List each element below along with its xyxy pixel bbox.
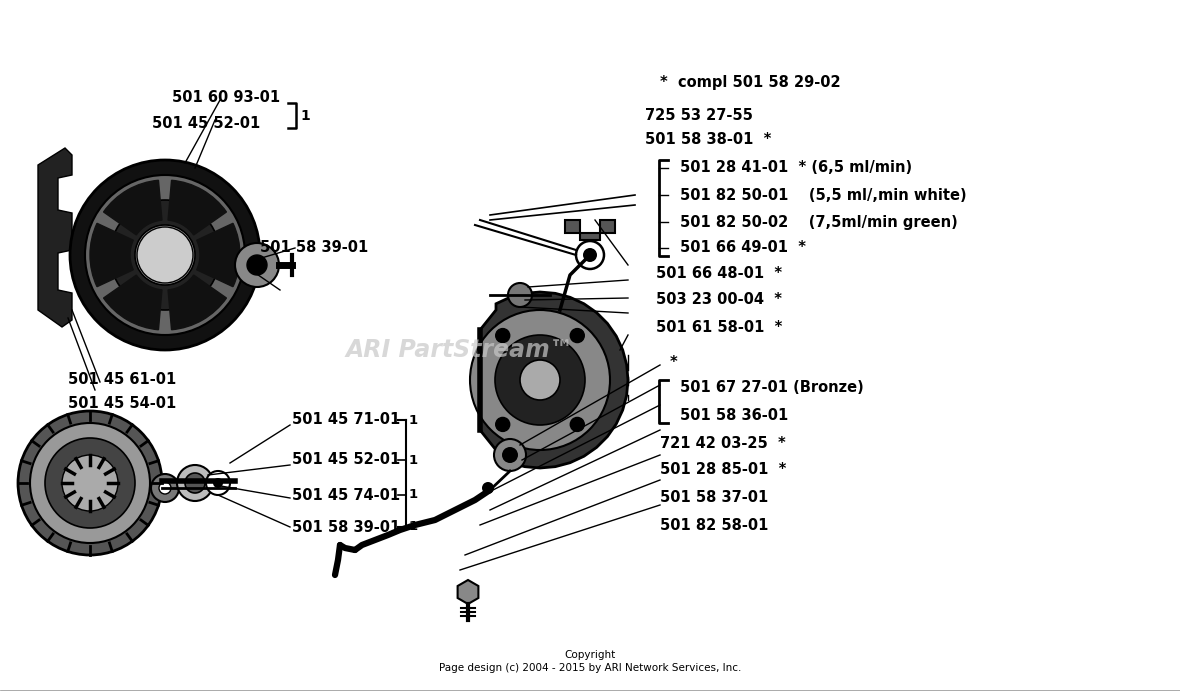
Text: 501 45 52-01: 501 45 52-01 — [291, 452, 400, 468]
Text: 501 58 39-01: 501 58 39-01 — [291, 519, 400, 535]
Circle shape — [481, 482, 494, 494]
Circle shape — [151, 474, 179, 502]
Text: 501 58 36-01: 501 58 36-01 — [680, 408, 788, 422]
Circle shape — [85, 175, 245, 335]
Circle shape — [470, 310, 610, 450]
Wedge shape — [90, 223, 133, 287]
Text: 1: 1 — [300, 108, 309, 123]
Circle shape — [206, 471, 230, 495]
Circle shape — [570, 417, 584, 431]
Text: 501 58 37-01: 501 58 37-01 — [660, 491, 768, 505]
Text: 1: 1 — [409, 454, 418, 466]
Wedge shape — [197, 223, 240, 287]
Text: 501 61 58-01  *: 501 61 58-01 * — [656, 320, 782, 336]
Text: 501 67 27-01 (Bronze): 501 67 27-01 (Bronze) — [680, 380, 864, 396]
Circle shape — [583, 248, 597, 262]
Text: 1: 1 — [409, 413, 418, 426]
Text: 501 58 38-01  *: 501 58 38-01 * — [645, 133, 772, 147]
Wedge shape — [104, 275, 162, 329]
Text: 501 45 71-01: 501 45 71-01 — [291, 413, 400, 427]
Circle shape — [494, 335, 585, 425]
Text: 501 28 41-01  * (6,5 ml/min): 501 28 41-01 * (6,5 ml/min) — [680, 161, 912, 175]
Text: 501 45 54-01: 501 45 54-01 — [68, 396, 176, 410]
Circle shape — [502, 447, 518, 463]
Text: 725 53 27-55: 725 53 27-55 — [645, 108, 753, 124]
Wedge shape — [168, 180, 227, 235]
Circle shape — [235, 243, 278, 287]
Circle shape — [70, 160, 260, 350]
Text: *: * — [670, 355, 677, 369]
Circle shape — [45, 438, 135, 528]
Text: 501 82 50-01    (5,5 ml/,min white): 501 82 50-01 (5,5 ml/,min white) — [680, 188, 966, 202]
Text: 503 23 00-04  *: 503 23 00-04 * — [656, 292, 782, 308]
Circle shape — [110, 200, 219, 310]
Text: 501 82 50-02    (7,5ml/min green): 501 82 50-02 (7,5ml/min green) — [680, 214, 958, 230]
Circle shape — [18, 411, 162, 555]
Text: *  compl 501 58 29-02: * compl 501 58 29-02 — [660, 75, 840, 89]
Circle shape — [135, 225, 195, 285]
Circle shape — [496, 417, 510, 431]
Circle shape — [520, 360, 560, 400]
Circle shape — [159, 482, 171, 494]
Text: 501 45 52-01: 501 45 52-01 — [152, 115, 261, 131]
Text: 501 82 58-01: 501 82 58-01 — [660, 517, 768, 533]
Wedge shape — [104, 180, 162, 235]
Polygon shape — [565, 220, 615, 240]
Text: ARI PartStream™: ARI PartStream™ — [346, 338, 575, 362]
Text: Copyright: Copyright — [564, 650, 616, 660]
Text: 1: 1 — [409, 521, 418, 533]
Polygon shape — [38, 148, 72, 327]
Text: 501 66 49-01  *: 501 66 49-01 * — [680, 241, 806, 255]
Circle shape — [137, 227, 194, 283]
Text: 501 28 85-01  *: 501 28 85-01 * — [660, 463, 786, 477]
Circle shape — [214, 478, 223, 488]
Polygon shape — [458, 580, 478, 604]
Wedge shape — [168, 275, 227, 329]
Circle shape — [494, 439, 526, 471]
Text: 501 45 61-01: 501 45 61-01 — [68, 373, 176, 387]
Circle shape — [63, 455, 118, 511]
Text: 501 58 39-01: 501 58 39-01 — [260, 241, 368, 255]
Circle shape — [30, 423, 150, 543]
Text: Page design (c) 2004 - 2015 by ARI Network Services, Inc.: Page design (c) 2004 - 2015 by ARI Netwo… — [439, 663, 741, 673]
Circle shape — [247, 255, 267, 275]
Circle shape — [570, 329, 584, 343]
Text: 501 66 48-01  *: 501 66 48-01 * — [656, 265, 782, 281]
Text: 1: 1 — [409, 489, 418, 501]
Polygon shape — [480, 292, 628, 468]
Circle shape — [509, 283, 532, 307]
Circle shape — [177, 465, 214, 501]
Circle shape — [496, 329, 510, 343]
Text: 721 42 03-25  *: 721 42 03-25 * — [660, 436, 786, 450]
Text: 501 60 93-01: 501 60 93-01 — [172, 91, 280, 105]
Text: 501 45 74-01: 501 45 74-01 — [291, 487, 400, 503]
Circle shape — [576, 241, 604, 269]
Circle shape — [185, 473, 205, 493]
